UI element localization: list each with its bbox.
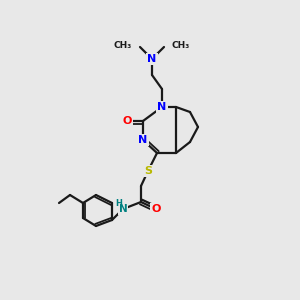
Text: H: H — [116, 200, 122, 208]
Text: N: N — [118, 204, 127, 214]
Text: CH₃: CH₃ — [172, 40, 190, 50]
Text: O: O — [122, 116, 132, 126]
Text: N: N — [147, 54, 157, 64]
Text: CH₃: CH₃ — [114, 40, 132, 50]
Text: N: N — [138, 135, 148, 145]
Text: O: O — [151, 204, 161, 214]
Text: S: S — [144, 166, 152, 176]
Text: N: N — [158, 102, 166, 112]
